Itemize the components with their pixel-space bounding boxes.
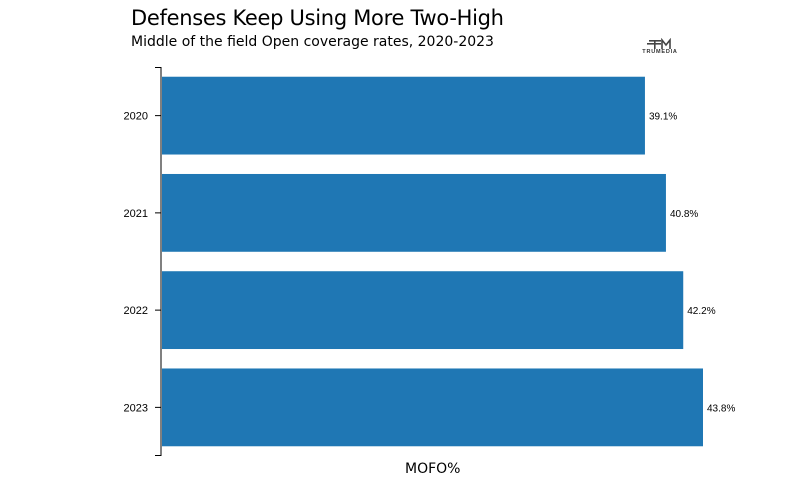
y-tick-label-2023: 2023 bbox=[124, 402, 148, 414]
y-tick-label-2021: 2021 bbox=[124, 208, 148, 220]
data-label-2020: 39.1% bbox=[649, 112, 677, 123]
trumedia-logo-mark bbox=[647, 37, 671, 49]
data-label-2022: 42.2% bbox=[687, 306, 715, 317]
trumedia-logo-text: TRUMEDIA bbox=[642, 49, 678, 55]
bar-2020 bbox=[162, 76, 645, 155]
chart-title: Defenses Keep Using More Two-High bbox=[131, 6, 504, 30]
bar-2022 bbox=[162, 271, 684, 350]
y-axis: 2020 2021 2022 2023 bbox=[124, 67, 162, 456]
y-tick-label-2020: 2020 bbox=[124, 111, 148, 123]
data-label-2021: 40.8% bbox=[670, 209, 698, 220]
y-tick-label-2022: 2022 bbox=[124, 305, 148, 317]
trumedia-logo: TRUMEDIA bbox=[640, 37, 680, 59]
chart-subtitle: Middle of the field Open coverage rates,… bbox=[131, 34, 494, 50]
bars: 39.1% 40.8% 42.2% 43.8% bbox=[162, 76, 735, 447]
bar-2021 bbox=[162, 173, 666, 252]
bar-2023 bbox=[162, 368, 703, 447]
x-axis-label: MOFO% bbox=[405, 461, 461, 477]
data-label-2023: 43.8% bbox=[707, 403, 735, 414]
